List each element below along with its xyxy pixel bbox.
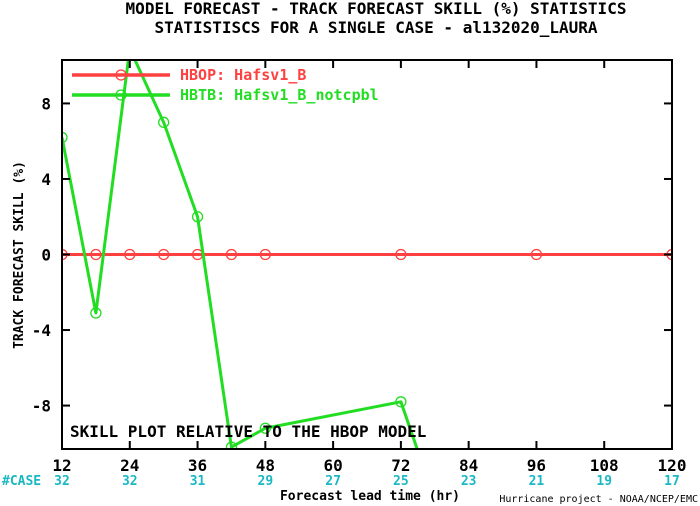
- series-2-point: [125, 44, 135, 54]
- x-tick-label: 108: [590, 456, 619, 475]
- x-tick-label: 84: [459, 456, 478, 475]
- legend-marker-2: [115, 89, 127, 101]
- case-row-label: #CASE: [2, 474, 41, 489]
- legend-label-1: HBOP: Hafsv1_B: [180, 66, 306, 84]
- legend-label-2: HBTB: Hafsv1_B_notcpbl: [180, 86, 379, 104]
- case-count: 32: [122, 474, 138, 489]
- plot-lines: [62, 44, 672, 449]
- x-tick-label: 96: [527, 456, 546, 475]
- series-1-point: [158, 248, 170, 261]
- y-tick-label: -4: [32, 321, 51, 340]
- series-line-2: [62, 60, 419, 449]
- series-1-point: [90, 248, 102, 261]
- series-2-point: [395, 396, 407, 408]
- chart-title-line2: STATISTISCS FOR A SINGLE CASE - al132020…: [154, 18, 597, 37]
- x-axis-label: Forecast lead time (hr): [280, 489, 460, 504]
- x-tick-labels: 12 24 36 48 60 72 84 96 108 120: [52, 456, 686, 475]
- annotation-text: SKILL PLOT RELATIVE TO THE HBOP MODEL: [70, 422, 426, 441]
- case-count-row: #CASE 32 32 31 29 27 25 23 21 19 17: [2, 474, 680, 489]
- series-2-point: [191, 211, 204, 223]
- chart-title-line1: MODEL FORECAST - TRACK FORECAST SKILL (%…: [126, 0, 627, 18]
- series-2-point: [225, 441, 238, 449]
- x-tick-label: 120: [658, 456, 687, 475]
- case-count: 29: [258, 474, 274, 489]
- y-tick-label: 8: [41, 94, 51, 113]
- series-1-point: [225, 248, 238, 261]
- series-2-point: [158, 116, 170, 128]
- case-count: 27: [325, 474, 341, 489]
- y-tick-labels: 8 4 0 -4 -8: [32, 94, 51, 415]
- case-count: 25: [393, 474, 409, 489]
- x-tick-label: 48: [256, 456, 275, 475]
- series-2-point: [90, 307, 102, 319]
- legend-marker-1: [115, 69, 127, 81]
- case-count: 17: [664, 474, 680, 489]
- series-1-point: [124, 248, 136, 261]
- credit-text: Hurricane project - NOAA/NCEP/EMC: [499, 494, 698, 505]
- case-count: 21: [529, 474, 545, 489]
- legend: HBOP: Hafsv1_B HBTB: Hafsv1_B_notcpbl: [72, 66, 379, 104]
- series-2-point: [62, 131, 68, 144]
- series-1-point: [395, 248, 407, 261]
- case-count: 32: [54, 474, 70, 489]
- case-count: 31: [190, 474, 206, 489]
- x-tick-label: 72: [391, 456, 410, 475]
- x-tick-label: 24: [120, 456, 139, 475]
- y-tick-label: 4: [41, 170, 51, 189]
- case-count: 19: [596, 474, 612, 489]
- series-1-point: [530, 248, 543, 261]
- y-axis-label: TRACK FORECAST SKILL (%): [12, 161, 27, 349]
- series-1-point: [259, 248, 271, 261]
- case-count: 23: [461, 474, 477, 489]
- plot-frame: [61, 59, 673, 450]
- x-tick-label: 12: [52, 456, 71, 475]
- y-tick-label: -8: [32, 397, 51, 416]
- y-tick-label: 0: [41, 246, 51, 265]
- x-tick-label: 36: [188, 456, 207, 475]
- series-2-point: [259, 422, 271, 434]
- x-tick-label: 60: [323, 456, 342, 475]
